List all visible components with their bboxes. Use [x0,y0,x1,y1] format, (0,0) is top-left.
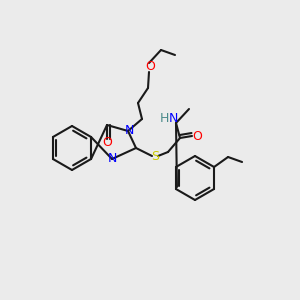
Text: O: O [102,136,112,149]
Text: N: N [168,112,178,125]
Text: N: N [107,152,117,164]
Text: S: S [151,151,159,164]
Text: O: O [192,130,202,142]
Text: H: H [159,112,169,125]
Text: N: N [124,124,134,137]
Text: O: O [145,59,155,73]
